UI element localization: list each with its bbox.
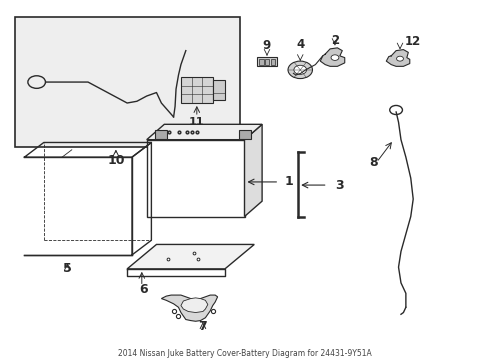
Polygon shape — [146, 124, 262, 140]
Text: 12: 12 — [404, 35, 421, 48]
Text: 6: 6 — [139, 283, 148, 296]
Text: 4: 4 — [296, 38, 304, 51]
Bar — [181, 77, 212, 103]
Polygon shape — [244, 124, 262, 216]
Polygon shape — [386, 50, 409, 66]
Circle shape — [287, 61, 312, 78]
Text: 9: 9 — [263, 39, 270, 52]
Bar — [212, 80, 224, 99]
Circle shape — [330, 55, 338, 60]
Text: 2014 Nissan Juke Battery Cover-Battery Diagram for 24431-9Y51A: 2014 Nissan Juke Battery Cover-Battery D… — [118, 349, 370, 358]
Text: 1: 1 — [284, 175, 292, 188]
Text: 5: 5 — [63, 262, 72, 275]
Bar — [155, 130, 167, 139]
Bar — [264, 59, 269, 64]
Bar — [238, 130, 250, 139]
Circle shape — [293, 65, 306, 75]
Text: 8: 8 — [368, 156, 377, 169]
Circle shape — [396, 56, 403, 61]
FancyBboxPatch shape — [15, 18, 239, 147]
Text: 3: 3 — [334, 179, 343, 192]
Polygon shape — [181, 298, 207, 312]
Text: 10: 10 — [107, 154, 124, 167]
FancyBboxPatch shape — [256, 57, 277, 66]
Polygon shape — [161, 295, 217, 321]
Bar — [270, 59, 275, 64]
Polygon shape — [127, 244, 254, 269]
Bar — [146, 140, 244, 216]
Text: 11: 11 — [189, 117, 204, 127]
Polygon shape — [320, 48, 344, 66]
Text: 7: 7 — [198, 320, 207, 333]
Bar — [259, 59, 263, 64]
Text: 2: 2 — [330, 33, 338, 47]
